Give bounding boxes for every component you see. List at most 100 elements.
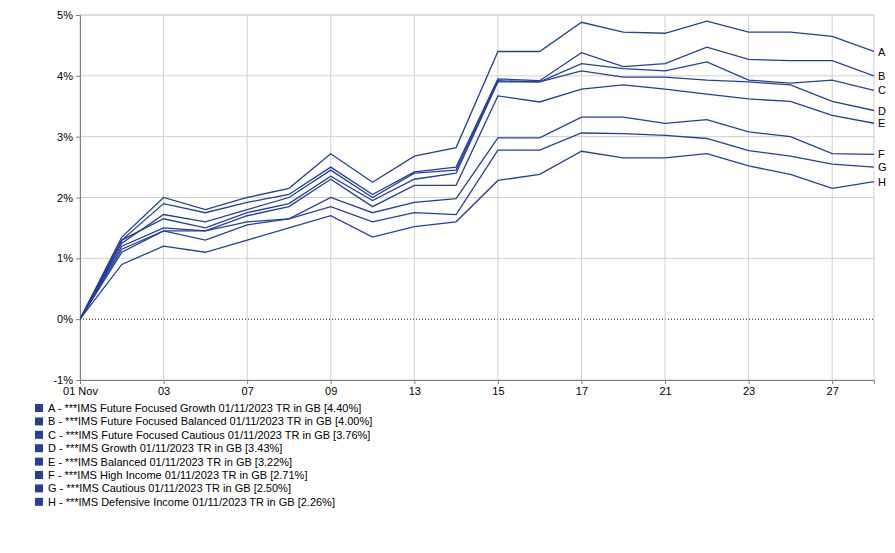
zero-line (80, 319, 874, 320)
series-line (80, 62, 874, 319)
y-tick: 1% (57, 252, 80, 264)
x-axis-line (81, 381, 875, 385)
legend-label: E - ***IMS Balanced 01/11/2023 TR in GB … (48, 456, 292, 468)
legend-label: B - ***IMS Future Focused Balanced 01/11… (48, 415, 372, 427)
x-tick-mark (665, 380, 666, 384)
series-end-label: G (878, 161, 887, 173)
grid-line-y (80, 258, 874, 259)
chart: -1%0%1%2%3%4%5%01 Nov030709131517212327A… (0, 0, 895, 553)
y-tick-mark (76, 258, 80, 259)
y-tick-label: 3% (57, 131, 73, 143)
x-tick-mark (247, 380, 248, 384)
legend-label: G - ***IMS Cautious 01/11/2023 TR in GB … (48, 482, 291, 494)
y-tick: 3% (57, 131, 80, 143)
grid-line-y (80, 15, 874, 16)
x-tick-mark (832, 380, 833, 384)
x-tick: 01 Nov (63, 380, 98, 397)
x-tick-label: 23 (743, 385, 755, 397)
legend-swatch (35, 498, 43, 506)
frame-top (80, 15, 874, 16)
x-tick: 23 (743, 380, 755, 397)
x-tick-mark (498, 380, 499, 384)
x-tick: 27 (827, 380, 839, 397)
grid-line-x (665, 15, 666, 380)
grid (80, 15, 874, 380)
legend-label: A - ***IMS Future Focused Growth 01/11/2… (48, 402, 361, 414)
x-tick-label: 07 (242, 385, 254, 397)
y-tick: 4% (57, 70, 80, 82)
grid-line-x (414, 15, 415, 380)
x-tick-mark (414, 380, 415, 384)
legend-swatch (35, 431, 43, 439)
y-tick-label: 5% (57, 9, 73, 21)
x-tick-label: 03 (158, 385, 170, 397)
legend-swatch (35, 444, 43, 452)
series-line (80, 151, 874, 319)
x-tick-label: 13 (409, 385, 421, 397)
x-tick-mark (164, 380, 165, 384)
series-line (80, 85, 874, 319)
y-tick-label: 4% (57, 70, 73, 82)
y-tick: 0% (57, 313, 80, 325)
legend-swatch (35, 458, 43, 466)
legend-swatch (35, 471, 43, 479)
series-end-label: E (878, 117, 885, 129)
x-tick-label: 27 (827, 385, 839, 397)
x-tick-mark (331, 380, 332, 384)
grid-line-y (80, 197, 874, 198)
y-tick-mark (76, 137, 80, 138)
legend-label: F - ***IMS High Income 01/11/2023 TR in … (48, 469, 307, 481)
y-tick-mark (76, 76, 80, 77)
x-tick-label: 15 (492, 385, 504, 397)
legend-label: H - ***IMS Defensive Income 01/11/2023 T… (48, 496, 335, 508)
series-line (80, 21, 874, 319)
x-axis: 01 Nov 03 07 09 13 15 17 21 23 27 (63, 380, 874, 397)
y-tick-mark (76, 380, 80, 381)
grid-line-y (80, 75, 874, 76)
grid-line-y (80, 136, 874, 137)
x-tick-label: 21 (659, 385, 671, 397)
grid-line-x (497, 15, 498, 380)
series-line (80, 133, 874, 319)
series-end-label: H (878, 176, 886, 188)
legend-label: C - ***IMS Future Focused Cautious 01/11… (48, 429, 370, 441)
x-tick-mark (749, 380, 750, 384)
series-end-label: D (878, 105, 886, 117)
x-tick-label: 17 (576, 385, 588, 397)
legend-swatch (35, 484, 43, 492)
y-axis: -1%0%1%2%3%4%5% (53, 9, 80, 386)
legend-label: D - ***IMS Growth 01/11/2023 TR in GB [3… (48, 442, 282, 454)
x-tick: 09 (325, 380, 337, 397)
y-tick-mark (76, 15, 80, 16)
series-end-label: A (878, 46, 886, 58)
y-tick-label: 1% (57, 252, 73, 264)
series-end-label: B (878, 70, 885, 82)
series-end-label: F (878, 148, 885, 160)
grid-line-x (832, 15, 833, 380)
y-tick-mark (76, 319, 80, 320)
series-end-label: C (878, 84, 886, 96)
grid-line-x (581, 15, 582, 380)
y-axis-line (76, 16, 81, 381)
x-tick: 13 (409, 380, 421, 397)
grid-line-x (748, 15, 749, 380)
x-tick: 07 (242, 380, 254, 397)
frame-right (874, 15, 875, 380)
y-tick-label: 0% (57, 313, 73, 325)
series-line (80, 117, 874, 319)
x-tick-mark (80, 380, 81, 384)
y-tick-label: 2% (57, 192, 73, 204)
end-labels: ABCDE FGH (878, 46, 887, 188)
x-tick: 17 (576, 380, 588, 397)
y-tick-mark (76, 198, 80, 199)
x-tick-mark (581, 380, 582, 384)
legend: A - ***IMS Future Focused Growth 01/11/2… (35, 402, 372, 508)
series-lines (80, 21, 874, 319)
x-tick-label: 01 Nov (63, 385, 98, 397)
x-tick: 21 (659, 380, 671, 397)
legend-swatch (35, 417, 43, 425)
x-tick-label: 09 (325, 385, 337, 397)
series-line (80, 47, 874, 319)
series-line (80, 71, 874, 319)
y-tick: 5% (57, 9, 80, 21)
